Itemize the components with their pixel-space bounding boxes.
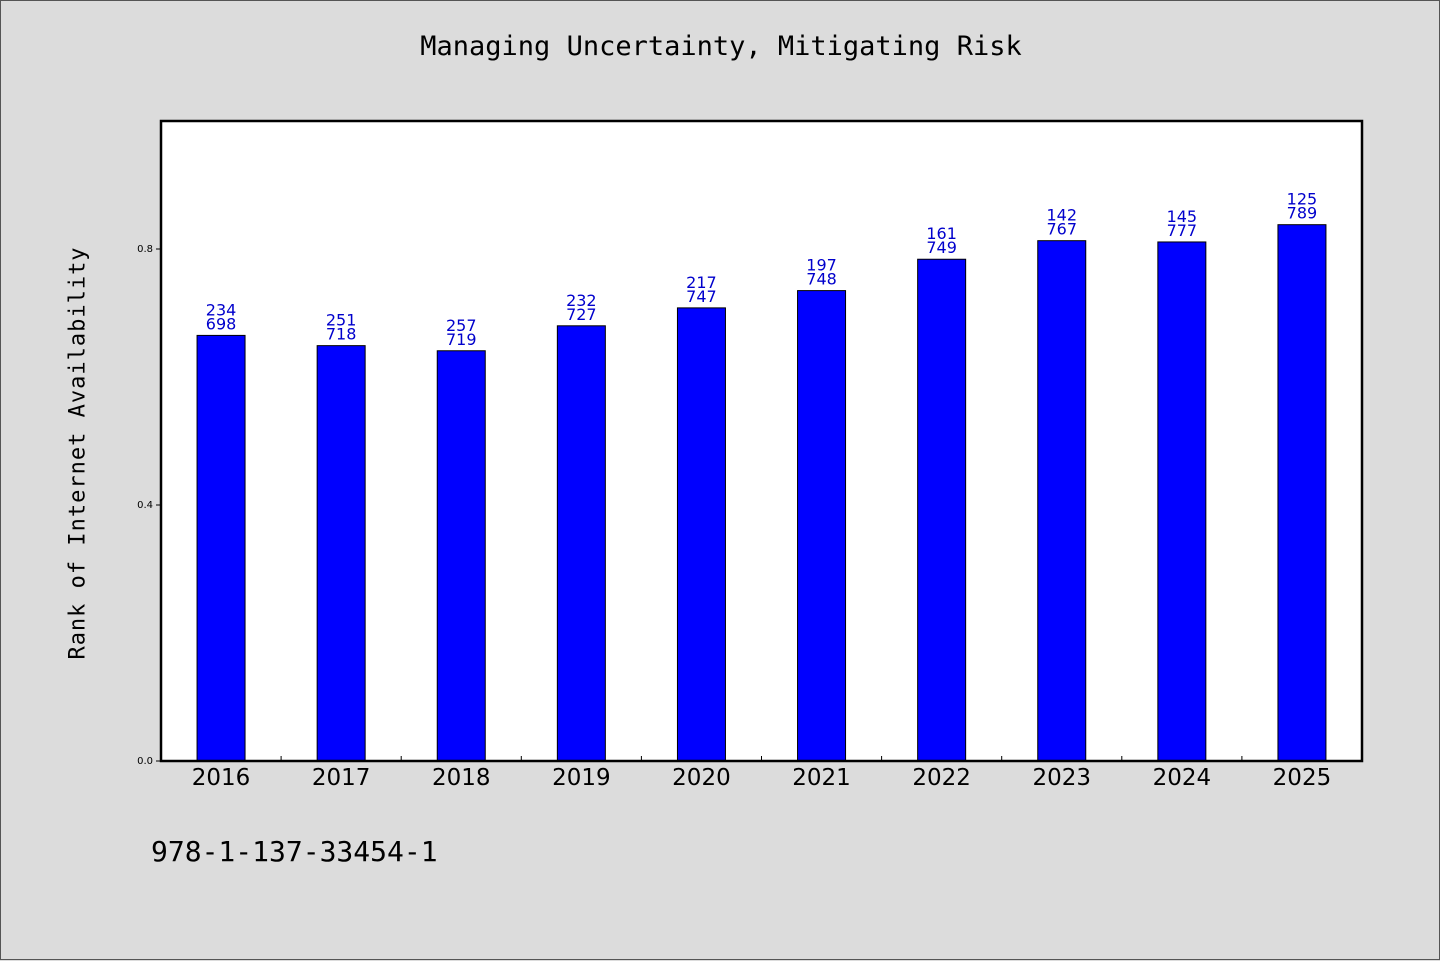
bar [676,307,726,762]
data-label: 232 [566,291,597,310]
y-tick-label: 0.4 [137,500,153,511]
x-tick-label: 2022 [912,765,971,791]
data-label: 234 [206,300,237,319]
x-tick-label: 2017 [312,765,371,791]
data-label: 125 [1287,190,1318,209]
bar [917,258,967,762]
bar [556,325,606,762]
x-tick-label: 2019 [552,765,611,791]
data-label: 698 [206,314,237,333]
x-tick-label: 2016 [192,765,251,791]
data-label: 767 [1046,220,1077,239]
chart-title: Managing Uncertainty, Mitigating Risk [420,31,1022,62]
x-tick-label: 2024 [1153,765,1212,791]
bar [1157,241,1207,762]
data-label: 727 [566,305,597,324]
plot-border [159,119,1364,763]
data-label: 749 [926,238,957,257]
data-label: 217 [686,273,717,292]
y-tick-label: 0.0 [137,756,153,767]
bar [316,345,366,762]
data-label: 257 [446,316,477,335]
data-label: 789 [1287,204,1318,223]
x-tick-label: 2020 [672,765,731,791]
x-tick-label: 2018 [432,765,491,791]
bar [797,290,847,762]
data-label: 719 [446,330,477,349]
data-label: 197 [806,256,837,275]
data-label: 718 [326,325,357,344]
data-label: 161 [926,224,957,243]
bar [1037,240,1087,762]
x-tick-label: 2025 [1273,765,1332,791]
x-tick-label: 2023 [1032,765,1091,791]
y-tick-label: 0.8 [137,244,153,255]
data-label: 748 [806,270,837,289]
bar [196,334,246,762]
data-label: 145 [1167,207,1198,226]
bar [1277,224,1327,762]
data-label: 777 [1167,221,1198,240]
footer-isbn: 978-1-137-33454-1 [151,835,438,868]
x-tick-label: 2021 [792,765,851,791]
data-label: 142 [1046,206,1077,225]
data-label: 251 [326,311,357,330]
data-label: 747 [686,287,717,306]
bar [436,350,486,762]
